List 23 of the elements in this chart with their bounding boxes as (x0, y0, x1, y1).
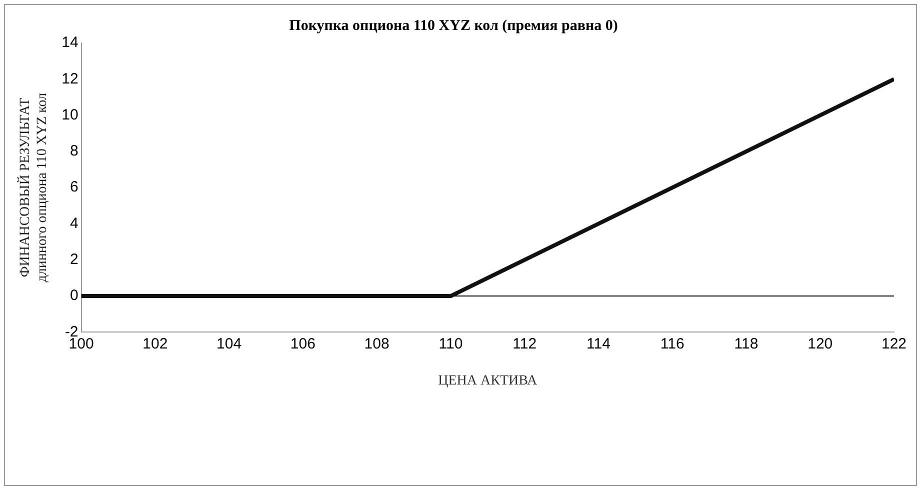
y-tick-label: 10 (62, 106, 78, 124)
x-tick-label: 102 (142, 335, 168, 352)
x-tick-label: 104 (216, 335, 242, 352)
x-tick-label: 114 (586, 335, 610, 352)
y-tick-label: 12 (62, 70, 78, 88)
x-tick-label: 122 (881, 335, 907, 352)
x-tick-label: 112 (512, 335, 537, 352)
y-axis-title: ФИНАНСОВЫЙ РЕЗУЛЬТАТ длинного опциона 110 XYZ кол (17, 92, 50, 282)
x-axis-title: ЦЕНА АКТИВА (438, 373, 538, 388)
y-tick-label: 8 (70, 142, 78, 160)
y-tick-label: 2 (70, 251, 78, 268)
y-tick-label: 6 (70, 178, 78, 196)
x-tick-label: 100 (68, 335, 94, 352)
y-tick-label: 4 (70, 214, 78, 232)
x-tick-label: 118 (734, 335, 758, 352)
x-tick-label: 116 (660, 335, 684, 352)
x-tick-label: 120 (808, 335, 833, 352)
x-tick-label: 106 (290, 335, 316, 352)
y-tick-label: 0 (70, 287, 78, 304)
chart-title: Покупка опциона 110 XYZ кол (премия равна 0) (289, 18, 618, 34)
y-tick-label: 14 (62, 34, 78, 52)
x-tick-label: 108 (364, 335, 390, 352)
x-tick-label: 110 (438, 335, 463, 352)
